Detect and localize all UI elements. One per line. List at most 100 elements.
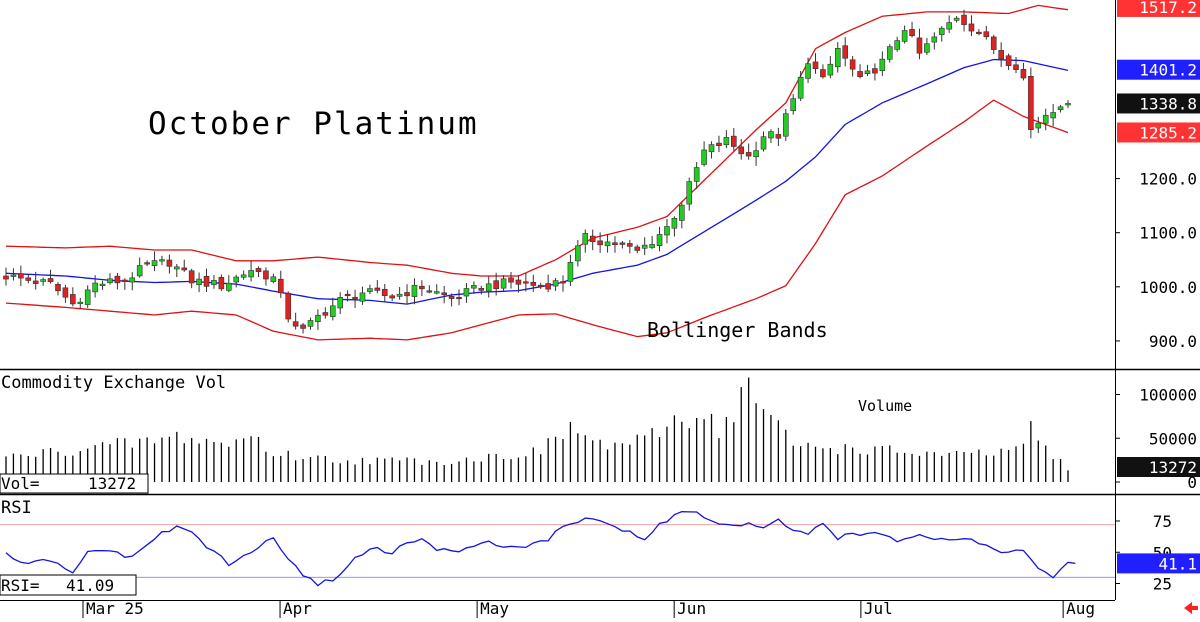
- candle-body: [107, 278, 113, 284]
- rsi-readout-box: [0, 574, 137, 596]
- candle-body: [797, 76, 804, 99]
- candle-body: [441, 292, 447, 296]
- candle-body: [62, 287, 69, 298]
- candle-body: [575, 245, 581, 262]
- candle-body: [909, 29, 915, 37]
- volume-tick-label: 50000: [1149, 429, 1197, 448]
- price-tick-label: 1100.0: [1139, 224, 1197, 243]
- candle-body: [604, 241, 611, 247]
- candle-body: [827, 63, 834, 76]
- candle-body: [753, 150, 759, 158]
- price-panel: [3, 4, 1071, 341]
- candle-body: [151, 260, 158, 266]
- candle-body: [523, 281, 529, 284]
- candle-body: [374, 287, 381, 291]
- candle-body: [181, 267, 188, 271]
- candle-body: [998, 50, 1004, 60]
- candle-body: [693, 167, 700, 182]
- candle-body: [924, 43, 930, 53]
- candle-body: [448, 296, 455, 299]
- candle-body: [842, 45, 849, 59]
- candle-body: [174, 266, 180, 270]
- candle-body: [782, 113, 789, 137]
- candle-body: [329, 305, 336, 317]
- candle-body: [701, 149, 707, 165]
- price-badge: [1117, 0, 1200, 17]
- candle-body: [582, 233, 589, 245]
- candle-body: [203, 275, 210, 287]
- candle-body: [419, 285, 425, 290]
- candle-body: [671, 217, 678, 229]
- candle-body: [745, 152, 752, 157]
- candle-body: [864, 70, 871, 75]
- candle-body: [627, 243, 633, 247]
- candle-body: [1065, 103, 1071, 106]
- candle-body: [285, 292, 292, 320]
- candle-body: [255, 268, 262, 273]
- candle-body: [404, 292, 410, 297]
- candle-body: [129, 277, 136, 283]
- candle-body: [463, 288, 470, 297]
- candle-body: [760, 136, 767, 150]
- candle-body: [471, 285, 477, 289]
- price-badge: [1117, 59, 1200, 80]
- price-tick-label: 1000.0: [1139, 278, 1197, 297]
- price-badge-label: 1285.2: [1139, 123, 1197, 142]
- candle-body: [99, 283, 106, 286]
- candle-body: [136, 265, 143, 277]
- price-badge-label: 1517.2: [1139, 0, 1197, 17]
- candle-body: [641, 244, 648, 249]
- price-badge-label: 1401.2: [1139, 61, 1197, 80]
- month-label: Jul: [864, 599, 893, 618]
- candle-body: [166, 259, 173, 267]
- candle-body: [886, 46, 893, 60]
- candle-body: [159, 259, 165, 262]
- candle-body: [300, 324, 306, 329]
- candle-body: [901, 30, 908, 42]
- candle-body: [983, 31, 990, 38]
- candle-body: [931, 36, 938, 43]
- lower-bollinger-band: [5, 99, 1069, 341]
- candle-body: [92, 282, 98, 293]
- candle-body: [552, 280, 559, 287]
- rsi-panel-title: RSI: [1, 498, 32, 518]
- candle-body: [322, 312, 329, 316]
- rsi-badge-label: 41.1: [1158, 554, 1197, 573]
- candle-body: [389, 295, 395, 299]
- candle-body: [537, 284, 544, 288]
- candle-body: [270, 276, 277, 282]
- middle-bollinger-band: [5, 58, 1069, 305]
- candle-body: [515, 279, 522, 285]
- price-badge-label: 1338.8: [1139, 94, 1197, 113]
- candle-body: [619, 242, 626, 245]
- candle-body: [1028, 75, 1034, 130]
- candle-body: [879, 58, 886, 71]
- candle-body: [894, 40, 900, 50]
- candle-body: [731, 135, 737, 147]
- bollinger-bands-label: Bollinger Bands: [647, 318, 828, 342]
- candle-body: [292, 321, 299, 327]
- volume-readout-value: 13272: [88, 474, 136, 493]
- candle-body: [686, 181, 693, 205]
- nav-arrow-left-icon[interactable]: [1184, 602, 1198, 614]
- candle-body: [872, 68, 878, 74]
- candle-body: [664, 226, 670, 236]
- candle-body: [946, 22, 952, 30]
- candle-body: [25, 277, 32, 281]
- rsi-tick-label: 75: [1153, 512, 1172, 531]
- candle-body: [834, 48, 841, 68]
- rsi-line: [5, 511, 1076, 587]
- candle-body: [812, 61, 819, 69]
- volume-panel: [5, 377, 1069, 482]
- candle-body: [485, 283, 492, 292]
- candle-body: [84, 289, 91, 305]
- candle-body: [263, 270, 269, 280]
- candle-body: [1005, 55, 1012, 66]
- price-badge: [1117, 122, 1200, 143]
- candle-body: [1035, 122, 1042, 129]
- candle-body: [716, 142, 722, 147]
- volume-tick-label: 100000: [1139, 386, 1197, 405]
- candle-body: [248, 270, 254, 278]
- candle-body: [567, 262, 574, 282]
- candle-body: [367, 288, 373, 292]
